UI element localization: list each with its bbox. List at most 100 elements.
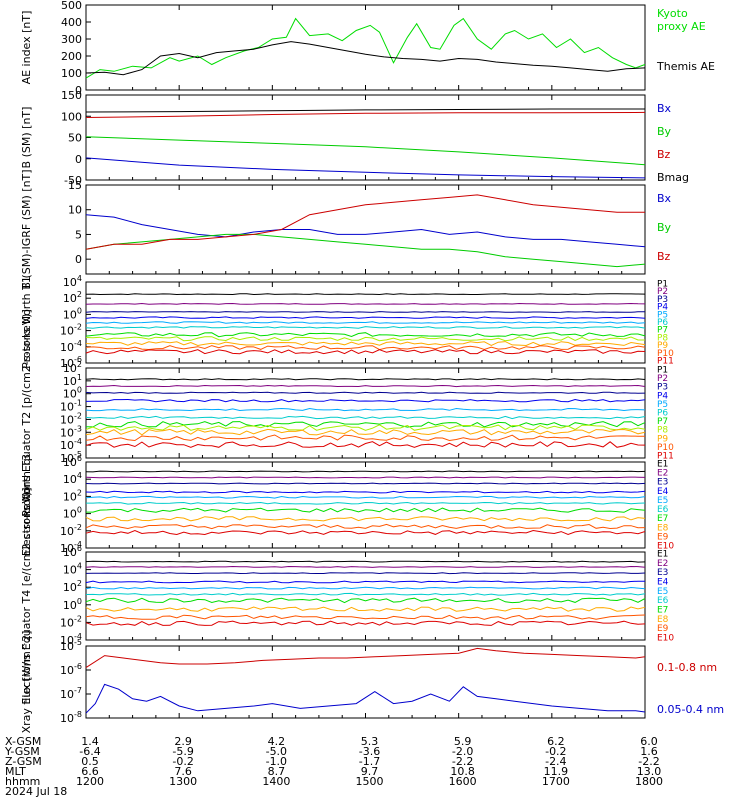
y-axis-label: Protons Equator T2 [p/(cm2-s-sr-keV)] (20, 309, 33, 517)
series-line-P2 (85, 302, 646, 305)
y-tick-label: 10-5 (60, 638, 82, 653)
footer-row-label: hhmm (5, 775, 40, 788)
legend-label: P1 (657, 366, 668, 376)
footer-value: 1.4 (81, 735, 99, 748)
footer-value: 5.9 (454, 735, 472, 748)
series-line-By (85, 136, 646, 166)
legend-label: Kyoto (657, 7, 688, 20)
series-line-P6 (85, 415, 646, 420)
y-tick-label: 200 (61, 50, 82, 63)
series-line-E8 (85, 606, 646, 612)
legend-label: P1 (657, 280, 668, 290)
legend-label: Bz (657, 250, 671, 263)
y-tick-label: 10-6 (60, 355, 82, 370)
legend-label: P3 (657, 383, 668, 393)
footer-value: -1.7 (359, 755, 380, 768)
legend-label: P7 (657, 326, 668, 336)
series-line-E6 (86, 501, 646, 505)
legend-label: Themis AE (656, 60, 715, 73)
series-line-P4 (85, 398, 646, 403)
series-line-P3 (85, 391, 646, 394)
y-tick-label: 104 (63, 471, 82, 486)
series-line-P10 (85, 434, 645, 442)
y-tick-label: 101 (63, 373, 82, 388)
legend-label: P6 (657, 318, 668, 328)
y-tick-label: 106 (63, 454, 82, 469)
y-tick-label: 300 (61, 33, 82, 46)
footer-value: -5.9 (172, 745, 193, 758)
series-line-E4 (85, 580, 646, 584)
series-line-P11 (85, 349, 646, 355)
legend-label: E10 (657, 634, 674, 644)
series-line-By (85, 233, 646, 268)
legend-label: E9 (657, 532, 669, 542)
y-tick-label: 10-5 (60, 450, 82, 465)
legend-label: Bmag (657, 171, 689, 184)
footer-date: 2024 Jul 18 (5, 785, 67, 798)
y-tick-label: 10-4 (60, 437, 82, 452)
series-line-E10 (85, 620, 646, 626)
footer-value: 13.0 (637, 765, 662, 778)
legend-label: P10 (657, 349, 674, 359)
y-axis-label: Xray flux [W/m^2] (20, 631, 33, 734)
series-line-P2 (85, 384, 646, 388)
y-tick-label: 100 (61, 67, 82, 80)
y-tick-label: 10-2 (60, 614, 82, 629)
y-tick-label: 10-4 (60, 632, 82, 647)
footer-value: 1600 (449, 775, 477, 788)
footer-value: -0.2 (172, 755, 193, 768)
legend-label: P2 (657, 287, 668, 297)
y-tick-label: 100 (63, 386, 82, 401)
y-axis-label: Electrons Equator T4 [e/(cm2-s-sr-keV)] (20, 487, 33, 704)
series-line-P9 (85, 341, 646, 347)
y-tick-label: 15 (68, 179, 82, 192)
series-line-P7 (85, 332, 646, 338)
y-tick-label: 10-6 (60, 662, 82, 677)
y-tick-label: 10-2 (60, 323, 82, 338)
y-tick-label: 102 (63, 579, 82, 594)
series-line-Bx (85, 214, 646, 248)
legend-label: P3 (657, 295, 668, 305)
legend-label: P11 (657, 357, 674, 367)
legend-label: Bx (657, 192, 672, 205)
y-tick-label: 100 (63, 506, 82, 521)
series-line-E8 (85, 516, 646, 522)
y-axis-label: Electrons North T3 (20, 454, 33, 556)
legend-label: By (657, 125, 672, 138)
y-tick-label: 10-3 (60, 424, 82, 439)
y-tick-label: 0 (75, 253, 82, 266)
series-line-E2 (85, 565, 646, 568)
footer-value: 1.6 (640, 745, 658, 758)
series-line-P5 (85, 407, 646, 412)
legend-label: P9 (657, 434, 668, 444)
series-line-E10 (85, 529, 646, 536)
legend-label: P4 (657, 391, 668, 401)
footer-value: 1300 (169, 775, 197, 788)
footer-value: 1700 (542, 775, 570, 788)
footer-value: -2.2 (638, 755, 659, 768)
footer-value: 0.5 (81, 755, 99, 768)
footer-row-label: MLT (5, 765, 26, 778)
legend-label: P7 (657, 417, 668, 427)
series-line-E7 (85, 597, 646, 604)
y-tick-label: 10-1 (60, 399, 82, 414)
y-tick-label: 5 (75, 228, 82, 241)
footer-value: -0.2 (545, 745, 566, 758)
panel-6: 106 104 102 100 10-2 10-4 Electrons North T3 E1… (20, 454, 674, 556)
legend-label: E3 (657, 478, 668, 488)
footer-value: 8.7 (268, 765, 286, 778)
y-tick-label: 104 (63, 562, 82, 577)
footer-value: -2.4 (545, 755, 566, 768)
series-line-P4 (85, 316, 646, 319)
legend-label: 0.1-0.8 nm (657, 661, 717, 674)
y-tick-label: 500 (61, 0, 82, 12)
legend-label: P8 (657, 426, 668, 436)
y-tick-label: 102 (63, 290, 82, 305)
legend-label: E7 (657, 606, 668, 616)
y-tick-label: 10-2 (60, 523, 82, 538)
footer-value: -2.2 (452, 755, 473, 768)
series-line-0.1-0.8 nm (85, 647, 646, 669)
footer-value: -3.6 (359, 745, 380, 758)
series-line-P3 (85, 311, 646, 313)
